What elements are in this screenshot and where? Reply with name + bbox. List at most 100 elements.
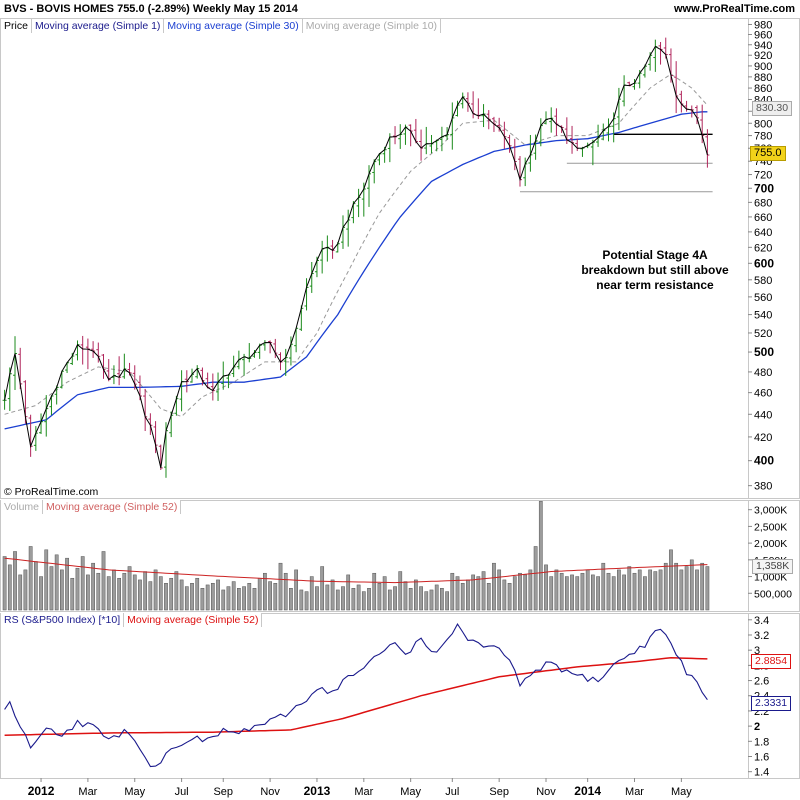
- price-tick-label: 500: [754, 345, 774, 359]
- x-tick-label: Nov: [260, 786, 280, 798]
- volume-bar: [658, 569, 663, 611]
- volume-bar: [247, 583, 252, 611]
- volume-bar: [346, 574, 351, 611]
- price-bar: [44, 395, 49, 437]
- legend-volume[interactable]: Volume: [1, 500, 44, 514]
- volume-bar: [13, 551, 17, 611]
- volume-bar: [164, 583, 168, 611]
- volume-bar: [387, 589, 392, 611]
- x-tick-label: 2013: [304, 784, 331, 798]
- volume-bar: [221, 589, 226, 611]
- price-bar: [419, 129, 424, 161]
- volume-bar: [283, 572, 288, 611]
- legend-ma1[interactable]: Moving average (Simple 1): [31, 19, 165, 33]
- volume-bar: [669, 549, 673, 611]
- price-bar: [502, 121, 507, 149]
- volume-bar: [289, 588, 293, 611]
- price-tick-label: 580: [754, 275, 772, 287]
- site-link[interactable]: www.ProRealTime.com: [673, 3, 795, 15]
- x-tick-label: Sep: [489, 786, 509, 798]
- volume-tick-label: 500,000: [754, 588, 792, 600]
- volume-bar: [200, 588, 205, 611]
- volume-bar: [132, 574, 137, 611]
- price-bar: [70, 352, 75, 366]
- price-tick-label: 720: [754, 170, 772, 182]
- rs-tick-label: 1.8: [754, 736, 769, 748]
- volume-bar: [585, 569, 590, 611]
- price-bar: [658, 42, 663, 65]
- price-tick-label: 540: [754, 310, 772, 322]
- price-bar: [132, 365, 137, 390]
- volume-bar: [611, 576, 616, 611]
- volume-legend: Volume Moving average (Simple 52): [1, 500, 182, 514]
- price-bar: [80, 335, 85, 365]
- legend-rs-ma[interactable]: Moving average (Simple 52): [124, 613, 263, 627]
- volume-bar: [60, 569, 64, 611]
- volume-bar: [263, 572, 267, 611]
- price-bar: [528, 134, 533, 172]
- volume-bar: [101, 551, 106, 611]
- volume-bar: [117, 577, 121, 611]
- volume-bar: [309, 576, 314, 611]
- x-tick-label: May: [124, 786, 145, 798]
- volume-bar: [544, 564, 548, 611]
- price-bar: [653, 39, 658, 72]
- x-tick-label: 2014: [574, 784, 601, 798]
- ma10-value-badge: 830.30: [752, 101, 793, 116]
- rs-line: [4, 623, 708, 768]
- price-tick-label: 520: [754, 328, 772, 340]
- volume-bar: [372, 572, 377, 611]
- price-tick-label: 700: [754, 181, 774, 195]
- price-tick-label: 780: [754, 131, 772, 143]
- price-bar: [439, 126, 444, 152]
- volume-bar: [341, 586, 345, 611]
- price-bar: [179, 370, 184, 412]
- volume-bar: [304, 591, 309, 611]
- rs-panel: 1.41.61.822.22.42.62.833.23.4: [4, 615, 769, 779]
- price-tick-label: 380: [754, 481, 772, 493]
- volume-bar: [606, 572, 611, 611]
- volume-bar: [361, 591, 366, 611]
- volume-bar: [28, 546, 33, 611]
- volume-bar: [257, 577, 262, 611]
- price-tick-label: 860: [754, 83, 772, 95]
- volume-bar: [80, 556, 85, 611]
- volume-bar: [54, 554, 59, 611]
- x-tick-label: Nov: [536, 786, 556, 798]
- price-tick-label: 680: [754, 197, 772, 209]
- chart-annotation: Potential Stage 4A breakdown but still a…: [565, 248, 745, 293]
- price-tick-label: 800: [754, 118, 772, 130]
- volume-bar: [252, 588, 257, 611]
- volume-bar: [502, 579, 507, 611]
- volume-bar: [377, 583, 382, 611]
- volume-bar: [325, 584, 330, 611]
- price-bar: [705, 129, 710, 168]
- price-tick-label: 940: [754, 40, 772, 52]
- legend-vol-ma[interactable]: Moving average (Simple 52): [43, 500, 182, 514]
- legend-price[interactable]: Price: [1, 19, 32, 33]
- volume-bar: [419, 586, 423, 611]
- volume-bar: [564, 576, 569, 611]
- volume-bar: [466, 579, 470, 611]
- ma30-line: [4, 111, 708, 430]
- legend-ma30[interactable]: Moving average (Simple 30): [164, 19, 303, 33]
- legend-ma10[interactable]: Moving average (Simple 10): [302, 19, 442, 33]
- volume-bar: [695, 569, 699, 611]
- volume-bar: [424, 591, 429, 611]
- volume-bar: [23, 569, 28, 611]
- price-bar: [450, 102, 455, 150]
- volume-bar: [476, 576, 481, 611]
- price-bar: [59, 370, 64, 389]
- volume-bar: [70, 577, 75, 611]
- price-tick-label: 880: [754, 72, 772, 84]
- volume-bar: [554, 569, 559, 611]
- rs-tick-label: 1.4: [754, 767, 769, 779]
- legend-rs[interactable]: RS (S&P500 Index) [*10]: [1, 613, 125, 627]
- volume-bar: [75, 567, 80, 611]
- volume-bar: [408, 588, 413, 611]
- volume-bar: [299, 589, 304, 611]
- volume-bar: [273, 583, 278, 611]
- volume-bar: [434, 584, 439, 611]
- volume-bar: [596, 576, 600, 611]
- volume-bar: [455, 576, 460, 611]
